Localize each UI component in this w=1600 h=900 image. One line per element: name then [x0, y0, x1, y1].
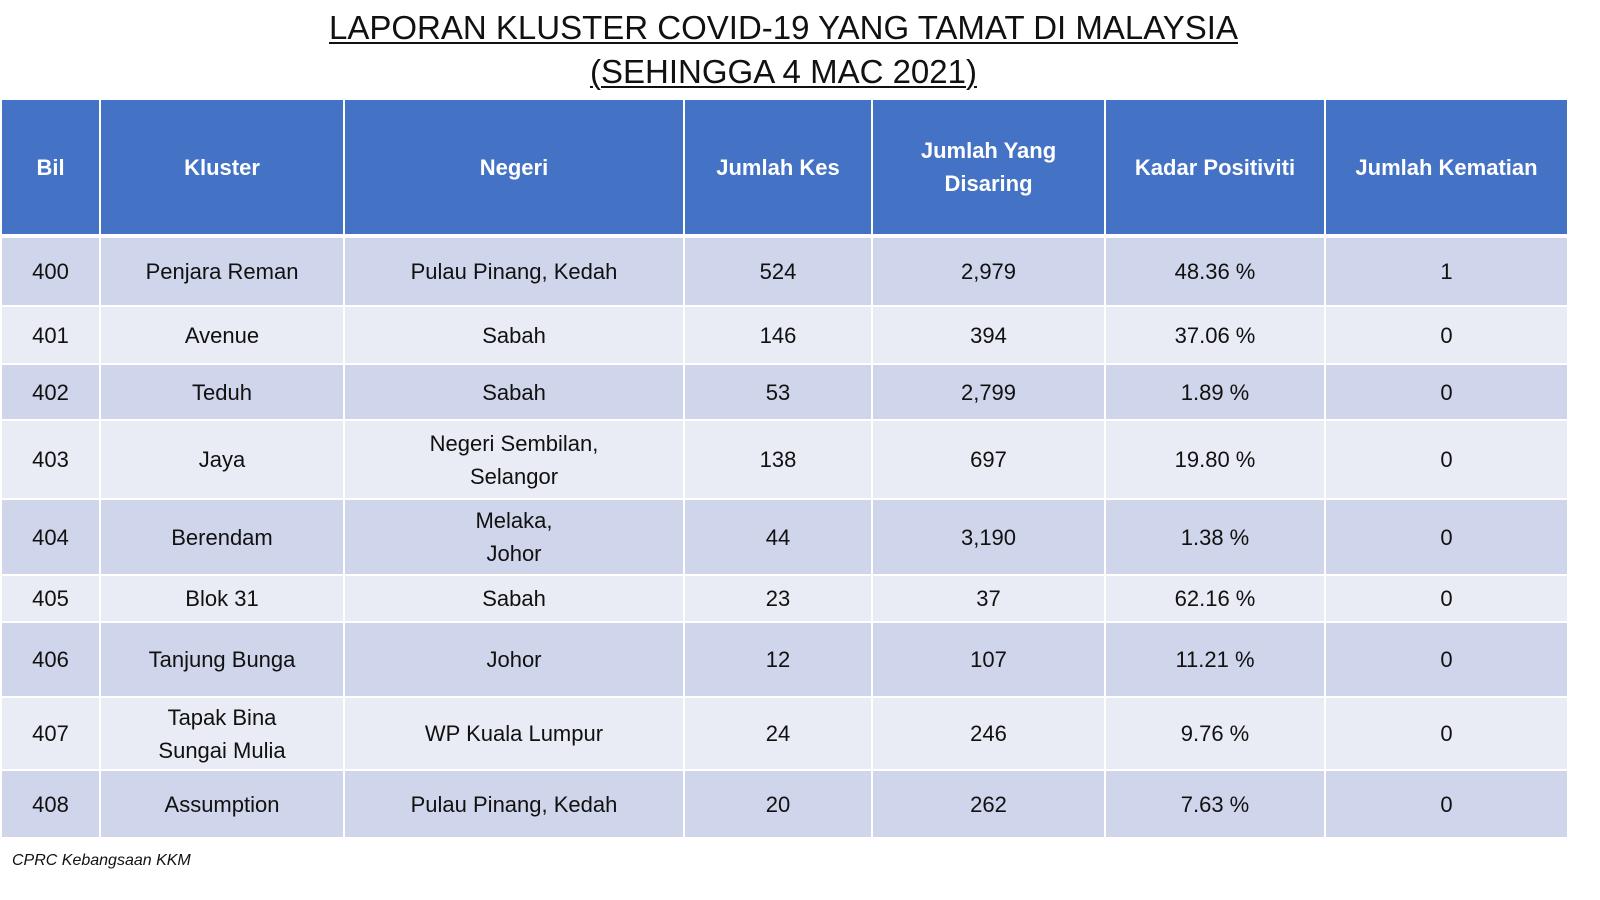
cell-jumlah-disaring: 262	[871, 769, 1106, 839]
cell-bil: 406	[0, 621, 101, 698]
cell-kluster: Tapak Bina Sungai Mulia	[99, 696, 345, 771]
cell-jumlah-kes: 524	[683, 235, 873, 307]
cell-jumlah-disaring: 2,979	[871, 235, 1106, 307]
cell-jumlah-disaring: 246	[871, 696, 1106, 771]
table-header-row: Bil Kluster Negeri Jumlah Kes Jumlah Yan…	[0, 98, 1569, 238]
cell-jumlah-kes: 12	[683, 621, 873, 698]
table-row: 401 Avenue Sabah 146 394 37.06 % 0	[0, 305, 1569, 365]
cell-jumlah-kematian: 0	[1324, 621, 1569, 698]
cell-jumlah-kes: 53	[683, 363, 873, 421]
cell-jumlah-disaring: 394	[871, 305, 1106, 365]
column-header-jumlah-kematian: Jumlah Kematian	[1324, 98, 1569, 238]
cell-jumlah-disaring: 2,799	[871, 363, 1106, 421]
cell-jumlah-disaring: 37	[871, 574, 1106, 623]
cell-negeri: Sabah	[343, 363, 685, 421]
cell-jumlah-kematian: 0	[1324, 696, 1569, 771]
cell-jumlah-kematian: 0	[1324, 305, 1569, 365]
cell-kluster: Jaya	[99, 419, 345, 500]
column-header-jumlah-kes: Jumlah Kes	[683, 98, 873, 238]
column-header-bil: Bil	[0, 98, 101, 238]
report-subtitle: (SEHINGGA 4 MAC 2021)	[0, 52, 1567, 92]
cluster-table: Bil Kluster Negeri Jumlah Kes Jumlah Yan…	[0, 98, 1569, 839]
cell-kluster: Penjara Reman	[99, 235, 345, 307]
cell-jumlah-disaring: 3,190	[871, 498, 1106, 576]
cell-kluster: Assumption	[99, 769, 345, 839]
cell-kluster: Teduh	[99, 363, 345, 421]
cell-jumlah-kematian: 0	[1324, 498, 1569, 576]
cell-bil: 401	[0, 305, 101, 365]
cell-jumlah-kes: 138	[683, 419, 873, 500]
cell-jumlah-kematian: 0	[1324, 363, 1569, 421]
cell-kadar-positiviti: 1.89 %	[1104, 363, 1326, 421]
cell-bil: 402	[0, 363, 101, 421]
table-row: 408 Assumption Pulau Pinang, Kedah 20 26…	[0, 769, 1569, 839]
table-row: 402 Teduh Sabah 53 2,799 1.89 % 0	[0, 363, 1569, 421]
cell-jumlah-kes: 23	[683, 574, 873, 623]
cell-bil: 407	[0, 696, 101, 771]
cell-jumlah-disaring: 697	[871, 419, 1106, 500]
cell-jumlah-disaring: 107	[871, 621, 1106, 698]
cell-kadar-positiviti: 9.76 %	[1104, 696, 1326, 771]
cell-negeri: Pulau Pinang, Kedah	[343, 235, 685, 307]
table-row: 406 Tanjung Bunga Johor 12 107 11.21 % 0	[0, 621, 1569, 698]
cell-negeri: WP Kuala Lumpur	[343, 696, 685, 771]
source-footer: CPRC Kebangsaan KKM	[12, 852, 191, 869]
cell-bil: 400	[0, 235, 101, 307]
table-row: 400 Penjara Reman Pulau Pinang, Kedah 52…	[0, 235, 1569, 307]
cell-jumlah-kematian: 0	[1324, 769, 1569, 839]
cell-kluster: Blok 31	[99, 574, 345, 623]
cell-bil: 403	[0, 419, 101, 500]
cell-kadar-positiviti: 37.06 %	[1104, 305, 1326, 365]
cell-kadar-positiviti: 11.21 %	[1104, 621, 1326, 698]
cell-bil: 408	[0, 769, 101, 839]
cell-jumlah-kematian: 0	[1324, 574, 1569, 623]
cell-jumlah-kematian: 1	[1324, 235, 1569, 307]
cell-negeri: Pulau Pinang, Kedah	[343, 769, 685, 839]
cell-kadar-positiviti: 62.16 %	[1104, 574, 1326, 623]
cell-negeri: Negeri Sembilan, Selangor	[343, 419, 685, 500]
cell-jumlah-kematian: 0	[1324, 419, 1569, 500]
table-row: 404 Berendam Melaka, Johor 44 3,190 1.38…	[0, 498, 1569, 576]
cell-negeri: Johor	[343, 621, 685, 698]
cell-kluster: Berendam	[99, 498, 345, 576]
cell-bil: 404	[0, 498, 101, 576]
column-header-kluster: Kluster	[99, 98, 345, 238]
cell-negeri: Sabah	[343, 574, 685, 623]
column-header-kadar-positiviti: Kadar Positiviti	[1104, 98, 1326, 238]
cell-jumlah-kes: 146	[683, 305, 873, 365]
column-header-negeri: Negeri	[343, 98, 685, 238]
cell-kluster: Tanjung Bunga	[99, 621, 345, 698]
report-title: LAPORAN KLUSTER COVID-19 YANG TAMAT DI M…	[0, 8, 1567, 48]
cell-kadar-positiviti: 48.36 %	[1104, 235, 1326, 307]
cell-jumlah-kes: 44	[683, 498, 873, 576]
cell-jumlah-kes: 24	[683, 696, 873, 771]
table-row: 403 Jaya Negeri Sembilan, Selangor 138 6…	[0, 419, 1569, 500]
cell-negeri: Sabah	[343, 305, 685, 365]
cell-jumlah-kes: 20	[683, 769, 873, 839]
cell-kadar-positiviti: 19.80 %	[1104, 419, 1326, 500]
cell-negeri: Melaka, Johor	[343, 498, 685, 576]
cell-kluster: Avenue	[99, 305, 345, 365]
cell-kadar-positiviti: 1.38 %	[1104, 498, 1326, 576]
table-row: 407 Tapak Bina Sungai Mulia WP Kuala Lum…	[0, 696, 1569, 771]
cell-kadar-positiviti: 7.63 %	[1104, 769, 1326, 839]
table-row: 405 Blok 31 Sabah 23 37 62.16 % 0	[0, 574, 1569, 623]
column-header-jumlah-disaring: Jumlah Yang Disaring	[871, 98, 1106, 238]
cell-bil: 405	[0, 574, 101, 623]
report-title-text: LAPORAN KLUSTER COVID-19 YANG TAMAT DI M…	[329, 9, 1238, 46]
report-subtitle-text: (SEHINGGA 4 MAC 2021)	[590, 53, 977, 90]
